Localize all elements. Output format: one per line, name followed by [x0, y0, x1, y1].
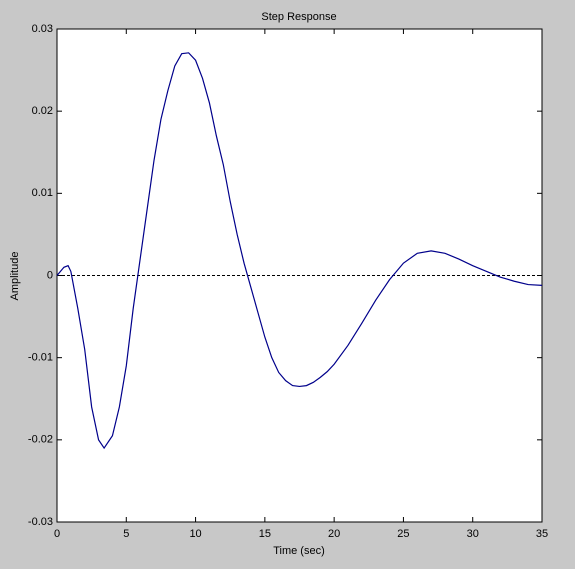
step-response-line — [56, 52, 543, 450]
x-tick-label: 0 — [54, 528, 60, 540]
x-tick-label: 30 — [467, 528, 479, 540]
x-axis-label: Time (sec) — [273, 545, 325, 557]
y-tick-label: -0.02 — [28, 434, 53, 446]
chart-title: Step Response — [261, 11, 336, 23]
y-axis-label: Amplitude — [9, 252, 21, 301]
y-tick-label: -0.01 — [28, 352, 53, 364]
x-tick-label: 15 — [259, 528, 271, 540]
x-tick-label: 20 — [328, 528, 340, 540]
y-tick-label: 0.02 — [32, 105, 53, 117]
y-tick-label: 0.01 — [32, 187, 53, 199]
y-tick-label: -0.03 — [28, 516, 53, 528]
x-tick-label: 35 — [536, 528, 548, 540]
y-tick-label: 0.03 — [32, 23, 53, 35]
y-tick-label: 0 — [47, 269, 53, 281]
x-tick-label: 10 — [189, 528, 201, 540]
x-tick-label: 25 — [397, 528, 409, 540]
x-tick-label: 5 — [123, 528, 129, 540]
